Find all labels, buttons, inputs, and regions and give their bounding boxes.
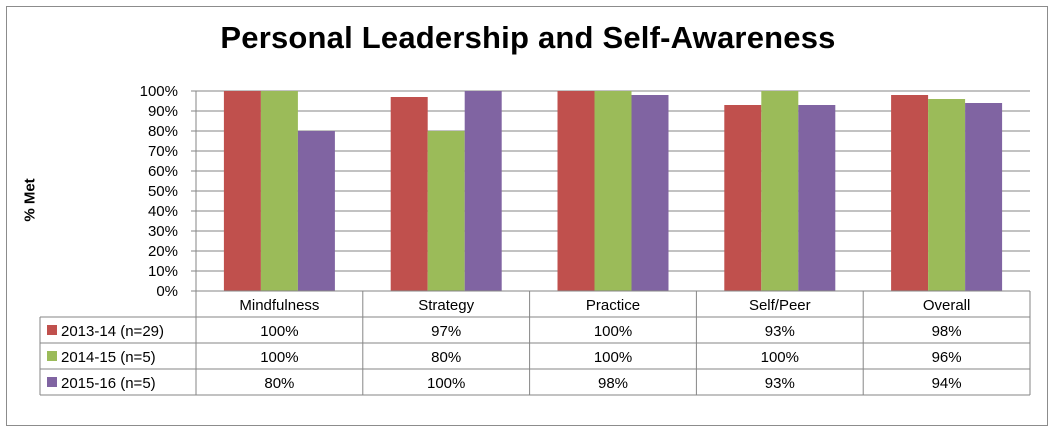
bar-3-strategy xyxy=(464,91,502,291)
data-label: 100% xyxy=(260,323,298,340)
y-tick-label: 30% xyxy=(148,223,178,240)
bar-2-overall xyxy=(928,99,966,291)
y-tick-label: 90% xyxy=(148,103,178,120)
bar-1-overall xyxy=(891,95,929,291)
data-label: 98% xyxy=(932,323,962,340)
y-tick-label: 40% xyxy=(148,203,178,220)
bar-2-practice xyxy=(594,91,632,291)
y-tick-label: 100% xyxy=(140,83,178,100)
data-label: 80% xyxy=(431,349,461,366)
data-label: 96% xyxy=(932,349,962,366)
x-category-label: Mindfulness xyxy=(239,297,319,314)
data-label: 93% xyxy=(765,323,795,340)
data-label: 97% xyxy=(431,323,461,340)
data-label: 100% xyxy=(594,349,632,366)
data-label: 100% xyxy=(761,349,799,366)
bar-1-strategy xyxy=(390,97,428,291)
legend-label: 2015-16 (n=5) xyxy=(61,375,156,392)
bar-3-practice xyxy=(631,95,669,291)
data-label: 100% xyxy=(260,349,298,366)
y-tick-label: 70% xyxy=(148,143,178,160)
bar-3-self-peer xyxy=(798,105,836,291)
legend-key xyxy=(47,351,57,361)
y-tick-label: 50% xyxy=(148,183,178,200)
chart-title: Personal Leadership and Self-Awareness xyxy=(220,20,836,55)
bar-1-practice xyxy=(557,91,595,291)
y-tick-label: 20% xyxy=(148,243,178,260)
bar-3-mindfulness xyxy=(297,131,335,291)
data-label: 94% xyxy=(932,375,962,392)
data-label: 100% xyxy=(594,323,632,340)
data-label: 100% xyxy=(427,375,465,392)
data-label: 80% xyxy=(264,375,294,392)
bar-1-mindfulness xyxy=(223,91,261,291)
x-category-label: Overall xyxy=(923,297,971,314)
legend-key xyxy=(47,325,57,335)
data-label: 98% xyxy=(598,375,628,392)
bar-2-self-peer xyxy=(761,91,799,291)
x-category-label: Strategy xyxy=(418,297,474,314)
bar-1-self-peer xyxy=(724,105,762,291)
bar-2-strategy xyxy=(427,131,465,291)
data-label: 93% xyxy=(765,375,795,392)
chart-frame xyxy=(6,6,1048,426)
legend-key xyxy=(47,377,57,387)
bar-2-mindfulness xyxy=(260,91,298,291)
x-category-label: Practice xyxy=(586,297,640,314)
legend-label: 2013-14 (n=29) xyxy=(61,323,164,340)
y-tick-label: 10% xyxy=(148,263,178,280)
y-tick-label: 60% xyxy=(148,163,178,180)
y-tick-label: 0% xyxy=(156,283,178,300)
legend-label: 2014-15 (n=5) xyxy=(61,349,156,366)
y-tick-label: 80% xyxy=(148,123,178,140)
bar-3-overall xyxy=(965,103,1003,291)
x-category-label: Self/Peer xyxy=(749,297,811,314)
